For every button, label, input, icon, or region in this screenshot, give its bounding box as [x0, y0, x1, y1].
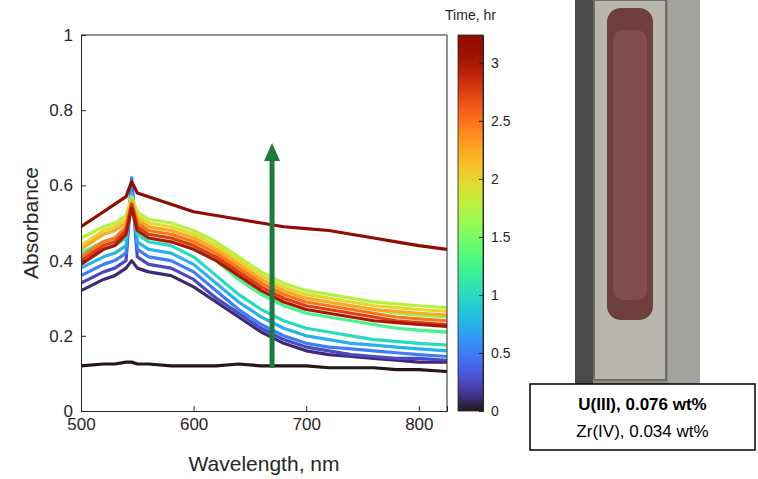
tick-label: 800 [405, 415, 433, 434]
annotation-text: Zr(IV), 0.034 wt% [576, 422, 708, 441]
tick-label: 2 [491, 171, 499, 187]
axis-line [82, 406, 448, 412]
tick: 0.6 [49, 176, 86, 195]
tick-label: 1 [491, 287, 499, 303]
arrow-shaft [270, 159, 275, 368]
axis-line [479, 36, 484, 412]
frame-right [447, 35, 448, 411]
tick-label: 0.2 [49, 327, 73, 346]
tick-mark [479, 295, 483, 296]
annotation-text: U(III), 0.076 wt% [578, 395, 706, 414]
tick: 0.2 [49, 327, 86, 346]
lines [81, 178, 447, 372]
annotation-box [530, 384, 755, 450]
spectrum-line [81, 185, 447, 360]
x-axis-title: Wavelength, nm [189, 452, 340, 475]
plot-area [81, 35, 447, 411]
tick-label: 0 [491, 403, 499, 419]
tick: 0 [479, 403, 499, 419]
tick-mark [479, 237, 483, 238]
tick: 0 [64, 402, 86, 421]
tick-mark [81, 336, 86, 337]
tick-mark [81, 35, 86, 36]
tick-mark [479, 63, 483, 64]
cuvette-glass [594, 0, 666, 380]
arrow-head [264, 143, 280, 161]
tick-mark [81, 185, 86, 186]
cuvette-liquid [607, 8, 653, 320]
cuvette-liquid-highlight [613, 30, 647, 300]
tick: 700 [293, 406, 321, 434]
photo-right-clutter [668, 0, 700, 392]
tick: 800 [405, 406, 433, 434]
tick-mark [81, 110, 86, 111]
tick: 0.8 [49, 101, 86, 120]
chart: 50060070080000.20.40.60.81Wavelength, nm… [0, 0, 758, 479]
tick-mark [479, 411, 483, 412]
tick-mark [81, 261, 86, 262]
spectrum-line [81, 362, 447, 371]
tick-label: 0.4 [49, 252, 73, 271]
tick: 0.5 [479, 345, 511, 361]
tick: 3 [479, 55, 499, 71]
tick-label: 0.5 [491, 345, 511, 361]
tick-mark [479, 179, 483, 180]
tick-mark [81, 411, 86, 412]
tick-label: 0.8 [49, 101, 73, 120]
photo-left-shade [575, 0, 593, 392]
axis-line [82, 36, 87, 412]
tick-mark [479, 353, 483, 354]
tick: 1 [479, 287, 499, 303]
photo-background [575, 0, 700, 392]
tick-label: 0.6 [49, 176, 73, 195]
photo [575, 0, 700, 392]
tick-label: 1.5 [491, 229, 511, 245]
spectrum-line [81, 182, 447, 250]
frame-top [81, 35, 447, 36]
colorbar-axis: 0 0.5 1 1.5 2 2.5 3 [479, 36, 511, 419]
tick: 2 [479, 171, 499, 187]
tick-label: 1 [64, 26, 73, 45]
y-axis: 0 0.2 0.4 0.6 0.8 1 [49, 26, 86, 421]
colorbar-title: Time, hr [445, 7, 496, 23]
tick-label: 700 [293, 415, 321, 434]
tick-mark [306, 406, 307, 411]
tick: 600 [180, 406, 208, 434]
tick-label: 0 [64, 402, 73, 421]
tick: 1 [64, 26, 86, 45]
tick-mark [419, 406, 420, 411]
spectrum-line [81, 193, 447, 351]
colorbar [458, 35, 483, 411]
tick-mark [479, 121, 483, 122]
x-axis: 500600700800 [67, 406, 447, 434]
tick-mark [194, 406, 195, 411]
spectrum-line [81, 178, 447, 357]
tick-label: 3 [491, 55, 499, 71]
tick: 0.4 [49, 252, 86, 271]
y-axis-title: Absorbance [19, 167, 42, 279]
tick-label: 600 [180, 415, 208, 434]
tick-label: 2.5 [491, 113, 511, 129]
tick: 1.5 [479, 229, 511, 245]
spectrum-line [81, 208, 447, 326]
tick: 2.5 [479, 113, 511, 129]
